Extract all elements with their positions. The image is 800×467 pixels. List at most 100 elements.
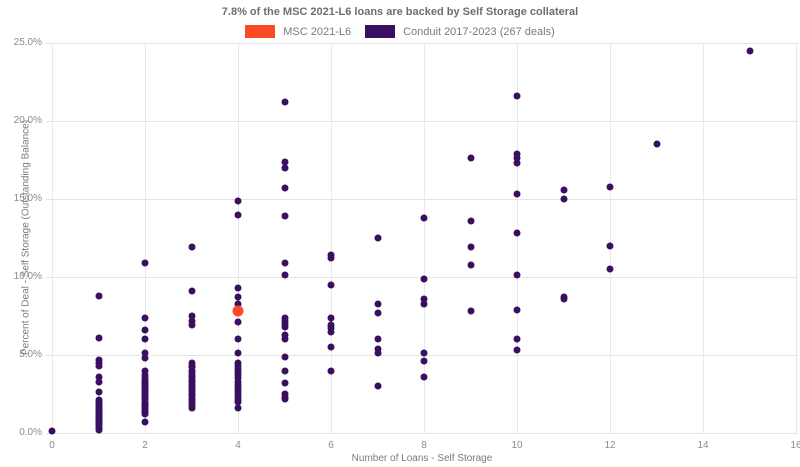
data-point	[467, 154, 474, 162]
data-point	[188, 404, 195, 412]
y-tick-label: 25.0%	[13, 37, 42, 48]
data-point	[188, 287, 195, 295]
data-point	[281, 395, 288, 403]
data-point	[234, 404, 242, 412]
data-point	[281, 379, 288, 387]
data-point	[234, 349, 242, 357]
data-point	[188, 321, 195, 329]
data-point	[281, 164, 288, 172]
data-point	[141, 418, 149, 426]
data-point	[232, 305, 244, 317]
data-point	[467, 243, 474, 251]
data-point	[141, 314, 149, 322]
data-point	[141, 259, 149, 267]
v-gridline	[424, 43, 425, 433]
data-point	[234, 211, 242, 219]
v-gridline	[610, 43, 611, 433]
legend-label-msc: MSC 2021-L6	[283, 25, 352, 38]
v-gridline	[331, 43, 332, 433]
data-point	[560, 295, 567, 303]
data-point	[653, 140, 660, 148]
data-point	[141, 367, 149, 375]
x-tick-label: 4	[235, 440, 241, 451]
data-point	[513, 346, 521, 354]
data-point	[141, 354, 149, 362]
data-point	[281, 331, 288, 339]
y-tick-label: 10.0%	[13, 271, 42, 282]
data-point	[513, 306, 521, 314]
data-point	[281, 367, 288, 375]
legend-label-conduit: Conduit 2017-2023 (267 deals)	[403, 25, 555, 38]
data-point	[281, 98, 288, 106]
x-tick-label: 2	[142, 440, 148, 451]
data-point	[327, 314, 335, 322]
v-gridline	[796, 43, 797, 433]
data-point	[420, 373, 428, 381]
data-point	[281, 323, 288, 331]
v-gridline	[703, 43, 704, 433]
data-point	[513, 154, 521, 162]
v-gridline	[52, 43, 53, 433]
chart-title: 7.8% of the MSC 2021-L6 loans are backed…	[221, 6, 579, 18]
data-point	[281, 271, 288, 279]
data-point	[281, 259, 288, 267]
data-point	[95, 362, 102, 370]
data-point	[281, 184, 288, 192]
data-point	[234, 398, 242, 406]
data-point	[281, 158, 288, 166]
data-point	[513, 92, 521, 100]
x-tick-label: 6	[328, 440, 334, 451]
data-point	[374, 335, 381, 343]
x-tick-label: 10	[511, 440, 523, 451]
legend-swatch-conduit	[365, 25, 396, 38]
data-point	[374, 234, 381, 242]
y-tick-label: 15.0%	[13, 193, 42, 204]
data-point	[606, 242, 614, 250]
data-point	[513, 159, 521, 167]
data-point	[188, 312, 195, 320]
data-point	[234, 197, 242, 205]
data-point	[374, 349, 381, 357]
data-point	[467, 261, 474, 269]
data-point	[234, 293, 242, 301]
h-gridline	[46, 43, 798, 44]
x-axis-title: Number of Loans - Self Storage	[351, 453, 493, 464]
x-tick-label: 0	[49, 440, 55, 451]
data-point	[327, 328, 335, 336]
data-point	[234, 335, 242, 343]
data-point	[281, 335, 288, 343]
data-point	[467, 217, 474, 225]
data-point	[513, 190, 521, 198]
data-point	[374, 309, 381, 317]
data-point	[95, 378, 102, 386]
y-tick-label: 20.0%	[13, 115, 42, 126]
v-gridline	[517, 43, 518, 433]
data-point	[234, 300, 242, 308]
data-point	[420, 214, 428, 222]
legend: MSC 2021-L6 Conduit 2017-2023 (267 deals…	[0, 25, 800, 38]
x-tick-label: 16	[790, 440, 800, 451]
data-point	[420, 349, 428, 357]
data-point	[141, 335, 149, 343]
data-point	[141, 326, 149, 334]
x-tick-label: 12	[604, 440, 616, 451]
x-tick-label: 14	[697, 440, 709, 451]
h-gridline	[46, 433, 798, 434]
data-point	[420, 295, 428, 303]
data-point	[606, 183, 614, 191]
data-point	[234, 284, 242, 292]
data-point	[141, 410, 149, 418]
data-point	[141, 349, 149, 357]
data-point	[327, 281, 335, 289]
data-point	[374, 382, 381, 390]
data-point	[327, 254, 335, 262]
data-point	[606, 265, 614, 273]
data-point	[234, 318, 242, 326]
legend-item-conduit[interactable]: Conduit 2017-2023 (267 deals)	[365, 25, 555, 38]
v-gridline	[238, 43, 239, 433]
data-point	[95, 373, 102, 381]
legend-item-msc[interactable]: MSC 2021-L6	[245, 25, 351, 38]
data-point	[420, 357, 428, 365]
data-point	[560, 195, 567, 203]
